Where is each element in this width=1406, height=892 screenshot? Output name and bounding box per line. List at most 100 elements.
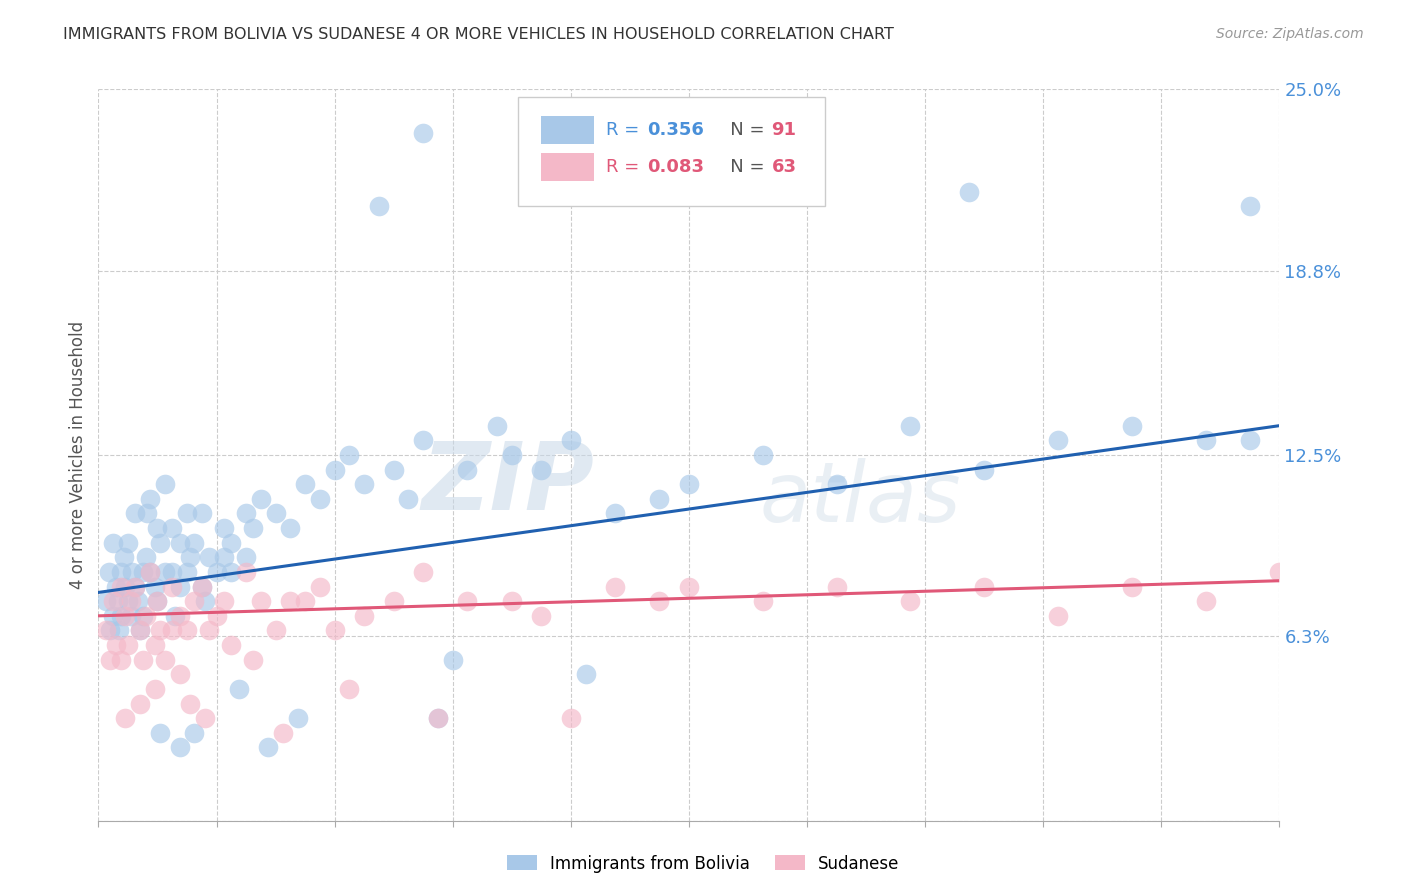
- Point: [143, 638, 166, 652]
- Point: [250, 491, 273, 506]
- Point: [212, 594, 235, 608]
- Point: [162, 580, 183, 594]
- Point: [124, 580, 146, 594]
- Text: 63: 63: [772, 158, 797, 176]
- Point: [183, 726, 205, 740]
- Point: [398, 491, 420, 506]
- Point: [108, 624, 131, 638]
- Point: [427, 711, 450, 725]
- Point: [117, 535, 139, 549]
- Point: [146, 594, 169, 608]
- Point: [900, 418, 922, 433]
- Point: [169, 535, 191, 549]
- Point: [368, 199, 391, 213]
- Point: [1239, 199, 1261, 213]
- Point: [353, 608, 375, 623]
- Point: [441, 653, 464, 667]
- Point: [271, 726, 294, 740]
- Point: [149, 726, 172, 740]
- Point: [179, 550, 201, 565]
- Point: [678, 477, 700, 491]
- Point: [501, 594, 523, 608]
- Point: [169, 608, 191, 623]
- Point: [648, 594, 671, 608]
- Point: [1195, 594, 1218, 608]
- Point: [132, 653, 155, 667]
- Point: [128, 697, 150, 711]
- Point: [339, 448, 361, 462]
- Point: [146, 521, 169, 535]
- Point: [94, 594, 117, 608]
- Point: [752, 594, 775, 608]
- Point: [191, 507, 214, 521]
- Text: N =: N =: [713, 121, 770, 139]
- Point: [280, 594, 302, 608]
- Point: [98, 624, 121, 638]
- Point: [678, 580, 700, 594]
- FancyBboxPatch shape: [517, 96, 825, 206]
- Point: [162, 565, 183, 579]
- Point: [560, 434, 582, 448]
- Point: [221, 535, 243, 549]
- Point: [135, 608, 157, 623]
- Point: [139, 565, 162, 579]
- Point: [105, 580, 128, 594]
- Point: [605, 507, 627, 521]
- Point: [128, 624, 150, 638]
- Point: [162, 521, 183, 535]
- Point: [112, 550, 135, 565]
- Point: [309, 491, 332, 506]
- Point: [1268, 565, 1291, 579]
- Point: [212, 521, 235, 535]
- Point: [117, 638, 139, 652]
- Point: [309, 580, 332, 594]
- Point: [242, 653, 264, 667]
- Text: 0.356: 0.356: [648, 121, 704, 139]
- Point: [169, 580, 191, 594]
- Point: [287, 711, 309, 725]
- Point: [103, 535, 125, 549]
- Point: [110, 608, 132, 623]
- Point: [94, 624, 117, 638]
- Point: [124, 580, 146, 594]
- Point: [183, 594, 205, 608]
- Point: [280, 521, 302, 535]
- Point: [162, 624, 183, 638]
- Point: [110, 580, 132, 594]
- Point: [1195, 434, 1218, 448]
- Point: [264, 507, 287, 521]
- Text: N =: N =: [713, 158, 770, 176]
- Point: [412, 565, 434, 579]
- Point: [294, 594, 316, 608]
- Point: [107, 594, 129, 608]
- Point: [486, 418, 509, 433]
- Point: [153, 565, 176, 579]
- Point: [205, 608, 228, 623]
- Point: [179, 697, 201, 711]
- Point: [530, 608, 553, 623]
- Point: [117, 594, 139, 608]
- Y-axis label: 4 or more Vehicles in Household: 4 or more Vehicles in Household: [69, 321, 87, 589]
- Point: [221, 638, 243, 652]
- Point: [339, 681, 361, 696]
- FancyBboxPatch shape: [541, 116, 595, 144]
- Point: [382, 594, 405, 608]
- Point: [127, 594, 149, 608]
- Point: [235, 507, 257, 521]
- Point: [120, 608, 142, 623]
- Point: [124, 507, 146, 521]
- Point: [825, 477, 848, 491]
- Text: R =: R =: [606, 121, 645, 139]
- Text: atlas: atlas: [759, 458, 962, 540]
- Point: [98, 653, 121, 667]
- Point: [176, 624, 198, 638]
- Point: [973, 462, 995, 476]
- Point: [1046, 434, 1070, 448]
- Point: [114, 711, 136, 725]
- Point: [959, 185, 981, 199]
- Point: [103, 608, 125, 623]
- Text: 91: 91: [772, 121, 797, 139]
- Point: [323, 462, 346, 476]
- Text: 0.083: 0.083: [648, 158, 704, 176]
- Legend: Immigrants from Bolivia, Sudanese: Immigrants from Bolivia, Sudanese: [501, 848, 905, 880]
